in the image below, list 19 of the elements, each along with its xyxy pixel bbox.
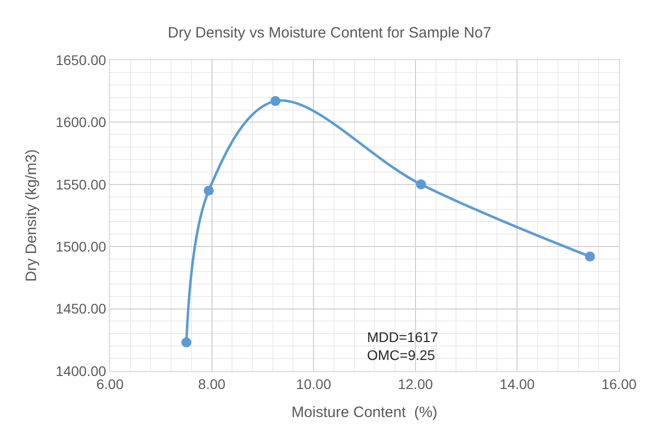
y-tick-label: 1550.00 (56, 176, 106, 192)
chart-title: Dry Density vs Moisture Content for Sample No7 (168, 24, 492, 42)
y-axis-title: Dry Density (kg/m3) (22, 149, 40, 282)
x-tick-label: 16.00 (601, 376, 637, 392)
y-tick-label: 1600.00 (56, 114, 106, 130)
point (270, 96, 280, 106)
y-tick-label: 1500.00 (56, 238, 106, 254)
x-tick-label: 14.00 (500, 376, 535, 392)
x-tick-label: 10.00 (296, 376, 332, 392)
x-tick-label: 12.00 (398, 376, 434, 392)
point (181, 337, 192, 348)
x-tick-label: 8.00 (198, 376, 226, 392)
point (584, 252, 595, 262)
point (204, 186, 214, 196)
point (416, 179, 426, 190)
x-axis-title: Moisture Content (%) (292, 404, 438, 421)
y-tick-label: 1650.00 (56, 52, 106, 68)
y-tick-label: 1450.00 (56, 300, 106, 317)
annotation: MDD=1617 OMC=9.25 (367, 329, 438, 364)
